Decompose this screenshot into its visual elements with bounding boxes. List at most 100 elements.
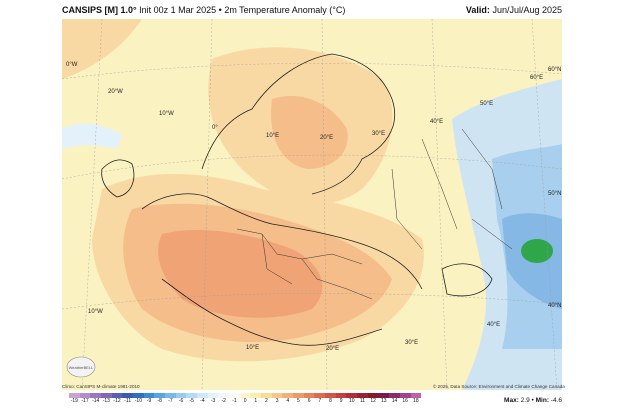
scale-cell: [133, 393, 144, 398]
scale-label: -1: [232, 398, 237, 404]
country-borders: [236, 128, 513, 300]
scale-label: 13: [381, 398, 387, 404]
lon-label-6: 30°E: [372, 131, 385, 137]
scale-label: -3: [210, 398, 216, 404]
coastline-british-isles: [101, 159, 135, 198]
coastline-mediterranean: [161, 278, 383, 346]
cold-anomaly-spot: [521, 239, 553, 263]
scale-label: -4: [200, 398, 205, 404]
lon-label-bottom-10e: 10°E: [246, 345, 259, 351]
min-label: Min:: [535, 397, 549, 404]
scale-label: -14: [92, 398, 100, 404]
max-value: 2.9: [520, 397, 530, 404]
coastline-north-europe: [141, 193, 423, 290]
anomaly-map: 0°W 20°W 10°W 0° 10°E 20°E 30°E 40°E 50°…: [62, 19, 562, 390]
scale-cell: [389, 393, 400, 398]
scale-cell: [282, 393, 294, 398]
stats-separator: •: [531, 397, 534, 404]
scale-label: -19: [70, 398, 78, 404]
lon-label-0: 0°W: [66, 62, 78, 68]
scale-cell: [218, 393, 230, 398]
coastline-scandinavia: [201, 53, 396, 195]
scale-label: 5: [297, 398, 300, 404]
lon-label-3: 0°: [212, 125, 218, 131]
color-scale: -19 -17 -14 -13 -12 -11 -10 -9 -8 -7 -6 -5 -4 -3 -2 -1 0…: [69, 393, 422, 405]
lon-label-1: 20°W: [108, 89, 123, 95]
scale-label: 1: [254, 398, 258, 404]
scale-cell: [90, 393, 102, 398]
warm-zone-baltic: [271, 95, 348, 169]
lon-label-5: 20°E: [320, 135, 333, 141]
scale-label: -2: [221, 398, 226, 404]
scale-cell: [250, 393, 262, 398]
lon-label-4: 10°E: [266, 133, 279, 139]
scale-cell: [165, 393, 176, 398]
valid-value: Jun/Jul/Aug 2025: [492, 5, 562, 15]
scale-cell: [207, 393, 219, 398]
scale-cell: [399, 393, 411, 398]
lat-label-60n: 60°N: [548, 67, 561, 73]
scale-cell: [271, 393, 283, 398]
scale-cell: [325, 393, 336, 398]
scale-cells: [69, 393, 422, 398]
scale-label: 8: [329, 398, 332, 404]
scale-label: 6: [307, 398, 311, 404]
scale-cell: [143, 393, 155, 398]
scale-cell: [261, 393, 272, 398]
scale-label: -8: [157, 398, 162, 404]
scale-label: 10: [349, 398, 355, 404]
init-text: Init 00z 1 Mar 2025 • 2m Temperature Ano…: [139, 5, 346, 15]
credit-note: © 2025, Data Source: Environment and Cli…: [433, 384, 565, 389]
scale-cell: [410, 393, 422, 398]
scale-cell: [101, 393, 112, 398]
scale-cell: [293, 393, 304, 398]
scale-cell: [69, 393, 80, 398]
scale-cell: [335, 393, 347, 398]
scale-label: 16: [402, 398, 408, 404]
scale-label: -10: [134, 398, 142, 404]
scale-label: -6: [178, 398, 184, 404]
scale-label: 7: [318, 398, 322, 404]
stats-readout: Max: 2.9 • Min: -4.6: [504, 397, 562, 404]
scale-label: 9: [339, 398, 343, 404]
scale-cell: [239, 393, 251, 398]
scale-cell: [314, 393, 326, 398]
scale-label: -12: [113, 398, 121, 404]
lon-label-bottom-20e: 20°E: [326, 346, 339, 352]
scale-label: -17: [81, 398, 89, 404]
lon-label-8: 50°E: [480, 101, 493, 107]
scale-cell: [175, 393, 187, 398]
scale-label: 12: [370, 398, 376, 404]
scale-cell: [111, 393, 123, 398]
scale-label: -11: [124, 398, 132, 404]
lon-label-2: 10°W: [159, 111, 174, 117]
max-label: Max:: [504, 397, 519, 404]
scale-label: 18: [413, 398, 419, 404]
warm-zone-north-atlantic: [62, 19, 142, 79]
scale-cell: [229, 393, 240, 398]
scale-label: -7: [168, 398, 173, 404]
scale-labels: -19 -17 -14 -13 -12 -11 -10 -9 -8 -7 -6 -5 -4 -3 -2 -1 0…: [69, 398, 421, 405]
scale-label: -9: [146, 398, 152, 404]
scale-label: 4: [286, 398, 290, 404]
coastline-black-sea: [441, 263, 493, 297]
scale-label: 2: [265, 398, 268, 404]
logo-text: WeatherBELL: [69, 365, 95, 370]
warm-zone-core: [158, 229, 323, 318]
header-left: CANSIPS [M] 1.0° Init 00z 1 Mar 2025 • 2…: [62, 5, 345, 15]
scale-cell: [367, 393, 379, 398]
graticule: [62, 19, 562, 390]
lon-label-9: 60°E: [530, 75, 543, 81]
header-right: Valid: Jun/Jul/Aug 2025: [466, 5, 562, 15]
scale-label: 11: [359, 398, 366, 404]
lon-label-7: 40°E: [430, 119, 443, 125]
weatherbell-logo: WeatherBELL: [66, 356, 96, 378]
map-header: CANSIPS [M] 1.0° Init 00z 1 Mar 2025 • 2…: [62, 4, 562, 18]
scale-cell: [357, 393, 368, 398]
scale-cell: [197, 393, 208, 398]
scale-cell: [346, 393, 358, 398]
lon-label-bottom-30e: 30°E: [405, 340, 418, 346]
scale-label: -13: [102, 398, 110, 404]
scale-cell: [122, 393, 134, 398]
map-canvas: 0°W 20°W 10°W 0° 10°E 20°E 30°E 40°E 50°…: [62, 19, 562, 390]
